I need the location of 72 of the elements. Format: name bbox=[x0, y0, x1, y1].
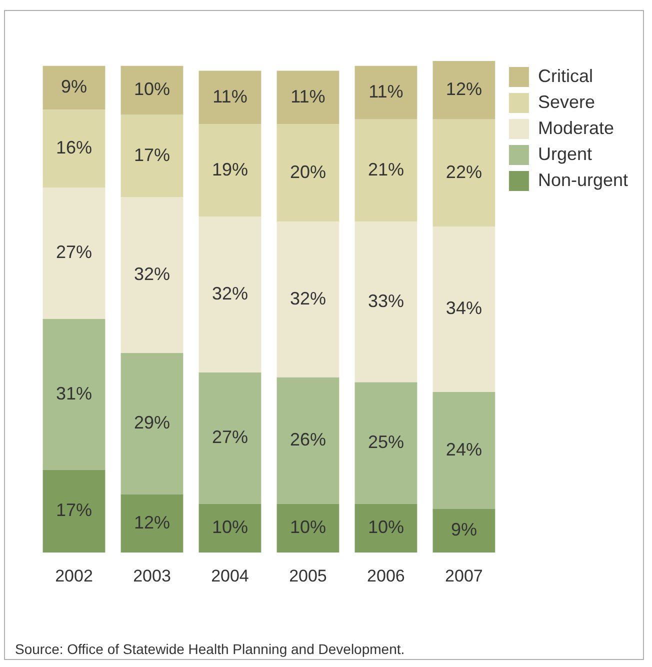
bar bbox=[354, 119, 418, 222]
legend-label: Moderate bbox=[538, 118, 614, 138]
bar bbox=[276, 504, 340, 553]
data-label: 19% bbox=[212, 159, 248, 180]
data-label: 12% bbox=[446, 79, 482, 100]
bar bbox=[276, 377, 340, 504]
bar bbox=[42, 318, 106, 470]
data-label: 12% bbox=[134, 512, 170, 532]
data-label: 17% bbox=[56, 500, 92, 520]
bar bbox=[432, 119, 496, 226]
bar bbox=[354, 382, 418, 504]
bar bbox=[120, 114, 184, 198]
bar bbox=[198, 216, 262, 373]
data-label: 10% bbox=[212, 517, 248, 538]
data-label: 11% bbox=[368, 82, 404, 102]
data-label: 21% bbox=[368, 159, 404, 180]
data-label: 22% bbox=[446, 162, 482, 182]
bar bbox=[198, 372, 262, 504]
data-label: 9% bbox=[450, 520, 477, 540]
bar bbox=[198, 504, 262, 553]
x-tick-label: 2003 bbox=[133, 566, 171, 586]
data-label: 29% bbox=[134, 412, 170, 433]
bar bbox=[120, 494, 184, 553]
bar bbox=[432, 61, 496, 120]
data-label: 27% bbox=[212, 427, 248, 448]
bar bbox=[276, 70, 340, 124]
data-label: 9% bbox=[60, 76, 88, 97]
bar bbox=[432, 392, 496, 509]
bar bbox=[42, 188, 106, 319]
data-label: 27% bbox=[56, 242, 92, 262]
bar bbox=[120, 353, 184, 494]
x-tick-label: 2007 bbox=[445, 566, 483, 586]
data-label: 10% bbox=[368, 517, 404, 538]
bar bbox=[42, 470, 106, 553]
bar bbox=[42, 110, 106, 188]
data-label: 32% bbox=[212, 284, 248, 304]
data-label: 11% bbox=[212, 86, 248, 106]
x-tick-label: 2002 bbox=[55, 566, 93, 586]
data-label: 11% bbox=[290, 86, 326, 106]
data-label: 16% bbox=[56, 138, 92, 158]
data-label: 17% bbox=[134, 144, 170, 165]
data-label: 10% bbox=[134, 79, 170, 100]
bar bbox=[198, 70, 262, 124]
data-label: 32% bbox=[134, 264, 170, 284]
bar bbox=[276, 124, 340, 222]
bar bbox=[276, 222, 340, 378]
bar bbox=[432, 226, 496, 392]
legend-label: Non-urgent bbox=[538, 170, 628, 190]
bar bbox=[432, 508, 496, 553]
x-tick-label: 2006 bbox=[367, 566, 405, 586]
bar bbox=[198, 124, 262, 217]
data-label: 25% bbox=[368, 432, 404, 452]
bar bbox=[120, 197, 184, 354]
source-note: Source: Office of Statewide Health Planning and Development. bbox=[15, 641, 405, 657]
legend-label: Severe bbox=[538, 92, 595, 112]
bar bbox=[354, 66, 418, 120]
data-label: 33% bbox=[368, 290, 404, 311]
data-label: 32% bbox=[290, 288, 326, 308]
bar bbox=[120, 66, 184, 115]
data-label: 20% bbox=[290, 162, 326, 182]
data-label: 31% bbox=[56, 383, 92, 404]
data-label: 10% bbox=[290, 517, 326, 538]
legend-label: Critical bbox=[538, 66, 593, 86]
data-label: 34% bbox=[446, 298, 482, 318]
legend-label: Urgent bbox=[538, 144, 592, 164]
x-tick-label: 2004 bbox=[211, 566, 249, 586]
bar bbox=[354, 222, 418, 382]
data-label: 24% bbox=[446, 439, 482, 460]
data-label: 26% bbox=[290, 430, 326, 450]
x-tick-label: 2005 bbox=[289, 566, 327, 586]
bar bbox=[354, 504, 418, 553]
bar bbox=[42, 66, 106, 110]
